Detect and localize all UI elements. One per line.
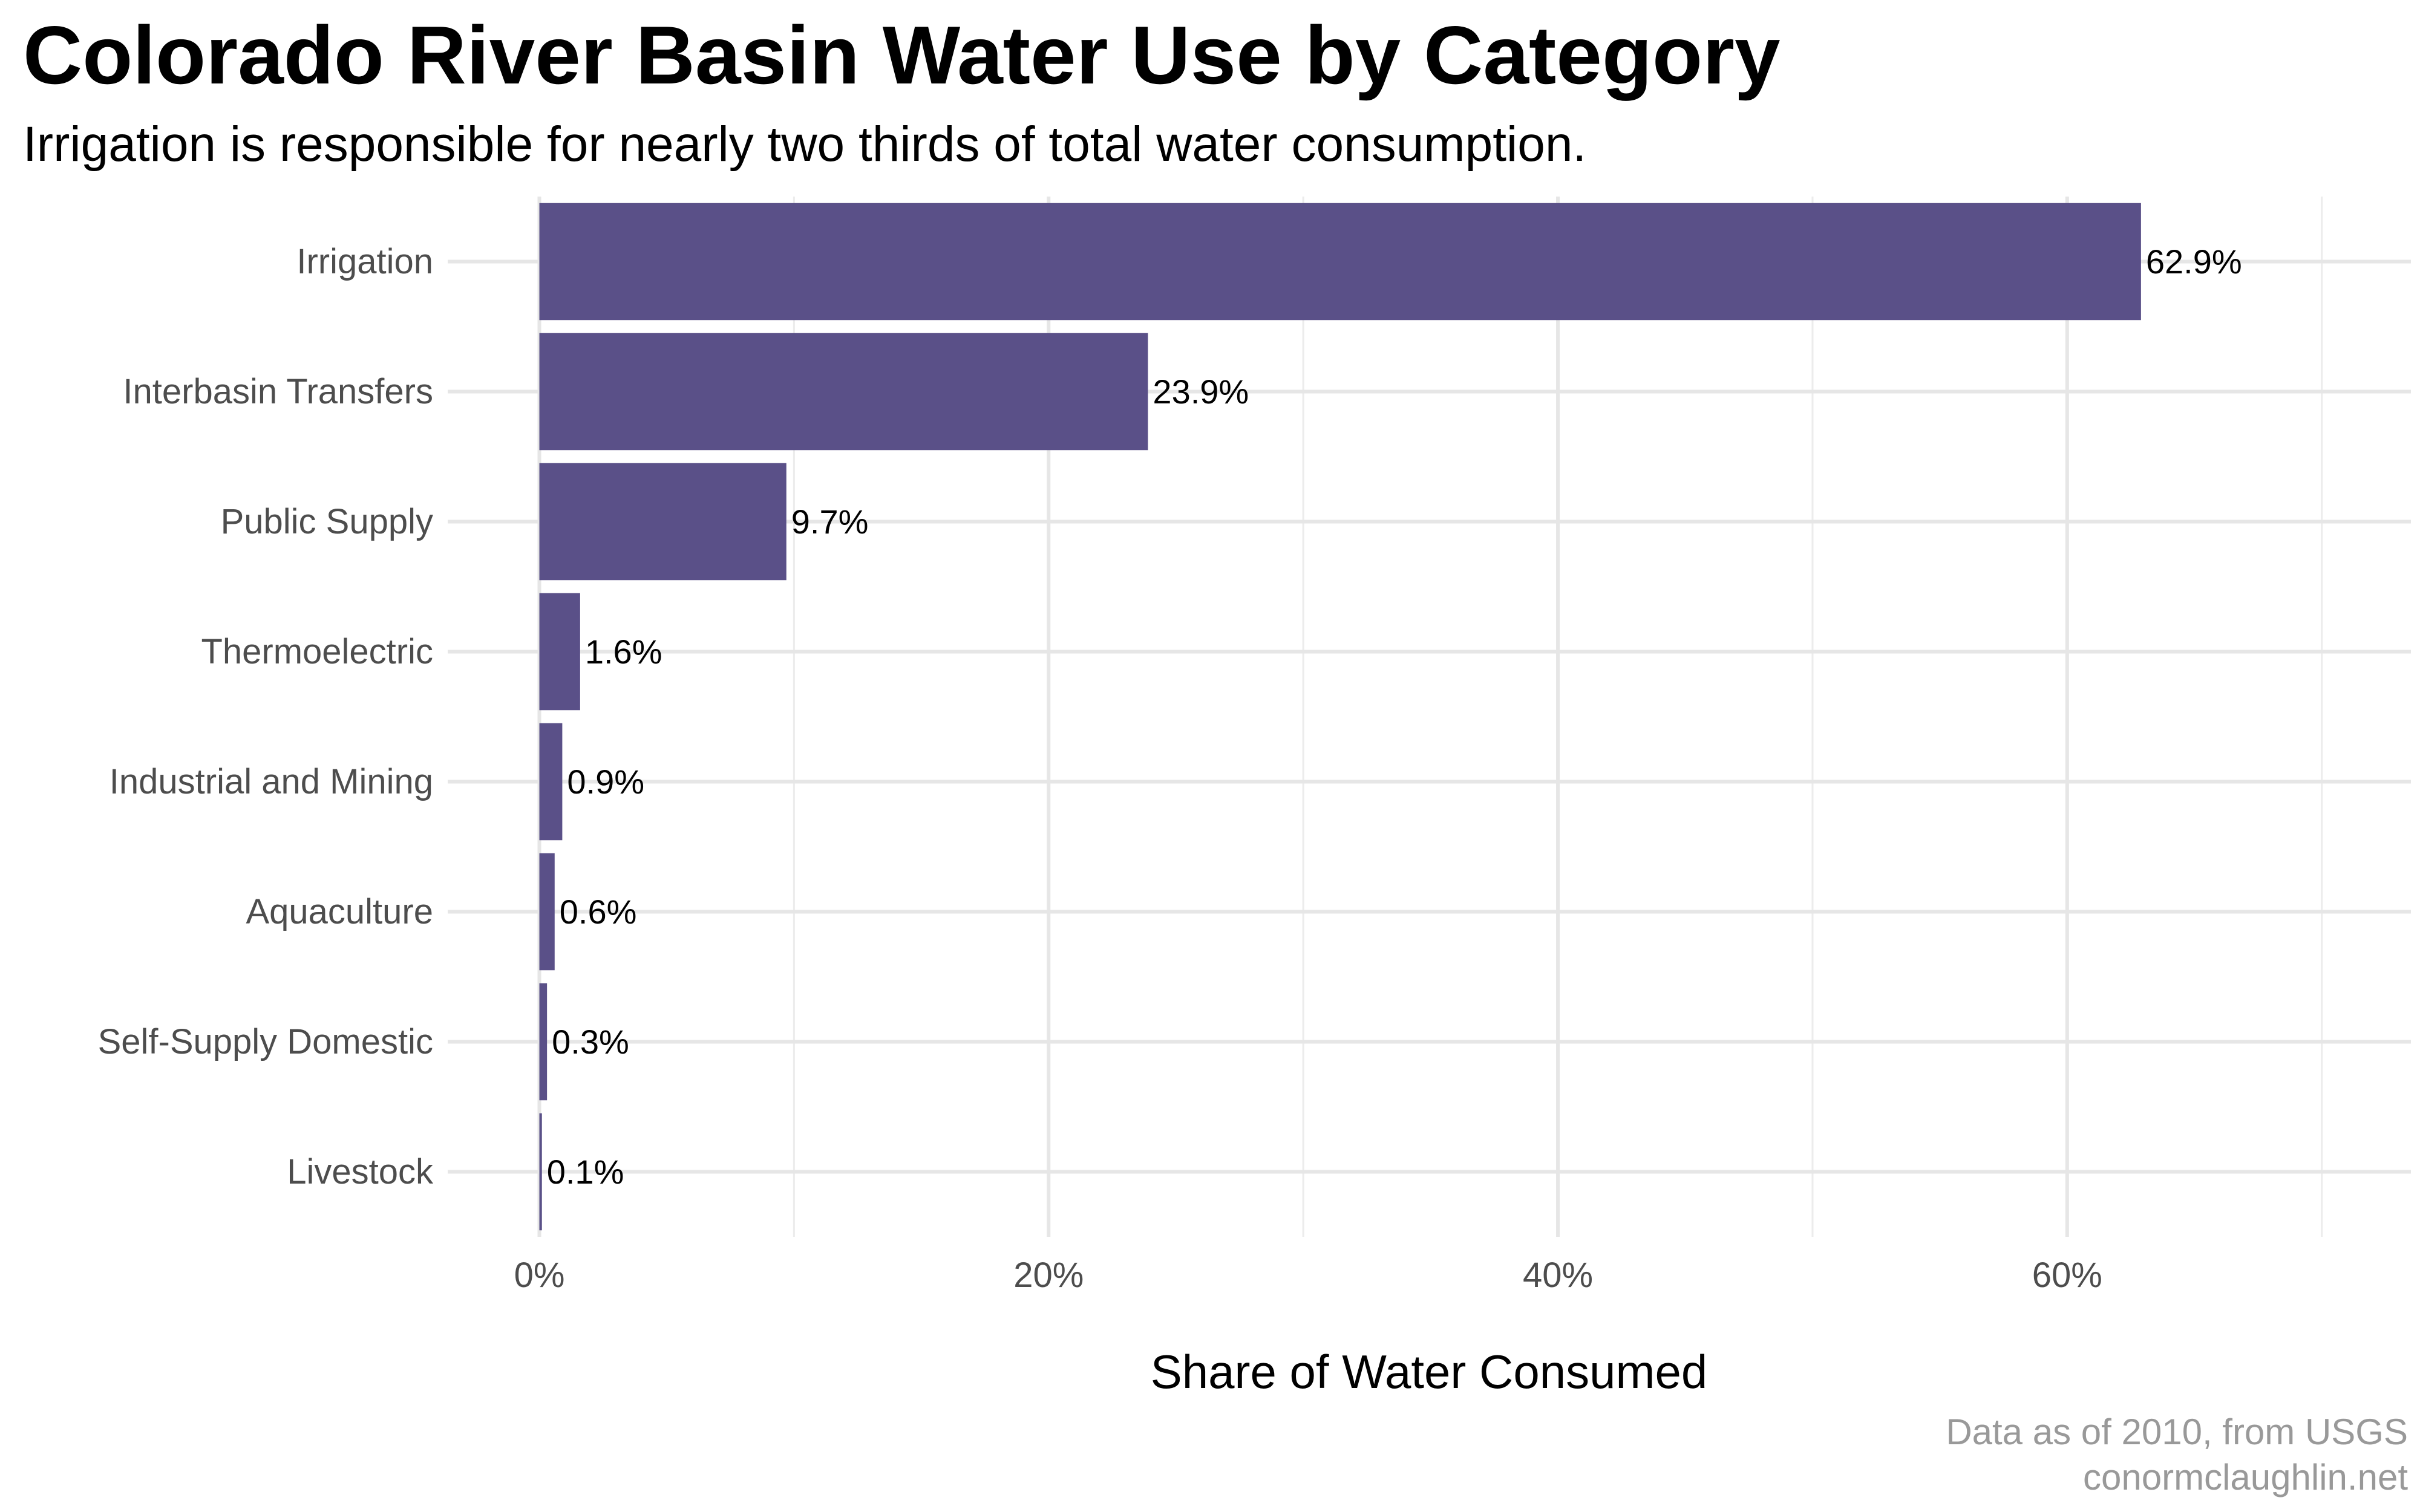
caption: Data as of 2010, from USGS conormclaughl… bbox=[1946, 1409, 2408, 1500]
data-label: 62.9% bbox=[2146, 243, 2242, 281]
category-labels: Irrigation Interbasin Transfers Public Sup… bbox=[98, 242, 434, 1191]
bar bbox=[539, 723, 563, 841]
bar bbox=[539, 853, 555, 971]
bar bbox=[539, 593, 580, 711]
category-label: Self-Supply Domestic bbox=[98, 1022, 433, 1061]
data-label: 0.9% bbox=[567, 763, 644, 801]
caption-source: Data as of 2010, from USGS bbox=[1946, 1412, 2408, 1452]
bar bbox=[539, 203, 2141, 321]
data-label: 9.7% bbox=[791, 503, 869, 541]
bar bbox=[539, 1113, 542, 1231]
data-label: 0.6% bbox=[560, 893, 637, 931]
category-label: Industrial and Mining bbox=[110, 762, 433, 801]
x-tick-labels: 0% 20% 40% 60% bbox=[514, 1256, 2102, 1295]
x-tick-label: 60% bbox=[2032, 1256, 2102, 1295]
bar bbox=[539, 463, 786, 581]
category-label: Interbasin Transfers bbox=[123, 372, 433, 411]
bar bbox=[539, 983, 548, 1101]
x-axis-title: Share of Water Consumed bbox=[1151, 1345, 1708, 1398]
x-tick-label: 20% bbox=[1013, 1256, 1084, 1295]
category-label: Aquaculture bbox=[246, 892, 433, 931]
data-label: 1.6% bbox=[585, 633, 662, 671]
bars bbox=[539, 203, 2141, 1231]
caption-site: conormclaughlin.net bbox=[2083, 1457, 2408, 1497]
category-label: Irrigation bbox=[296, 242, 433, 281]
category-label: Livestock bbox=[287, 1152, 434, 1191]
category-label: Thermoelectric bbox=[201, 632, 433, 671]
chart-title: Colorado River Basin Water Use by Catego… bbox=[23, 9, 1781, 101]
bar bbox=[539, 333, 1148, 451]
category-label: Public Supply bbox=[221, 502, 433, 541]
data-labels: 62.9% 23.9% 9.7% 1.6% 0.9% 0.6% 0.3% 0.1% bbox=[547, 243, 2242, 1191]
x-tick-label: 40% bbox=[1523, 1256, 1593, 1295]
data-label: 0.3% bbox=[552, 1023, 629, 1061]
chart-subtitle: Irrigation is responsible for nearly two… bbox=[23, 117, 1587, 172]
data-label: 0.1% bbox=[547, 1153, 624, 1191]
x-tick-label: 0% bbox=[514, 1256, 565, 1295]
data-label: 23.9% bbox=[1153, 373, 1249, 411]
